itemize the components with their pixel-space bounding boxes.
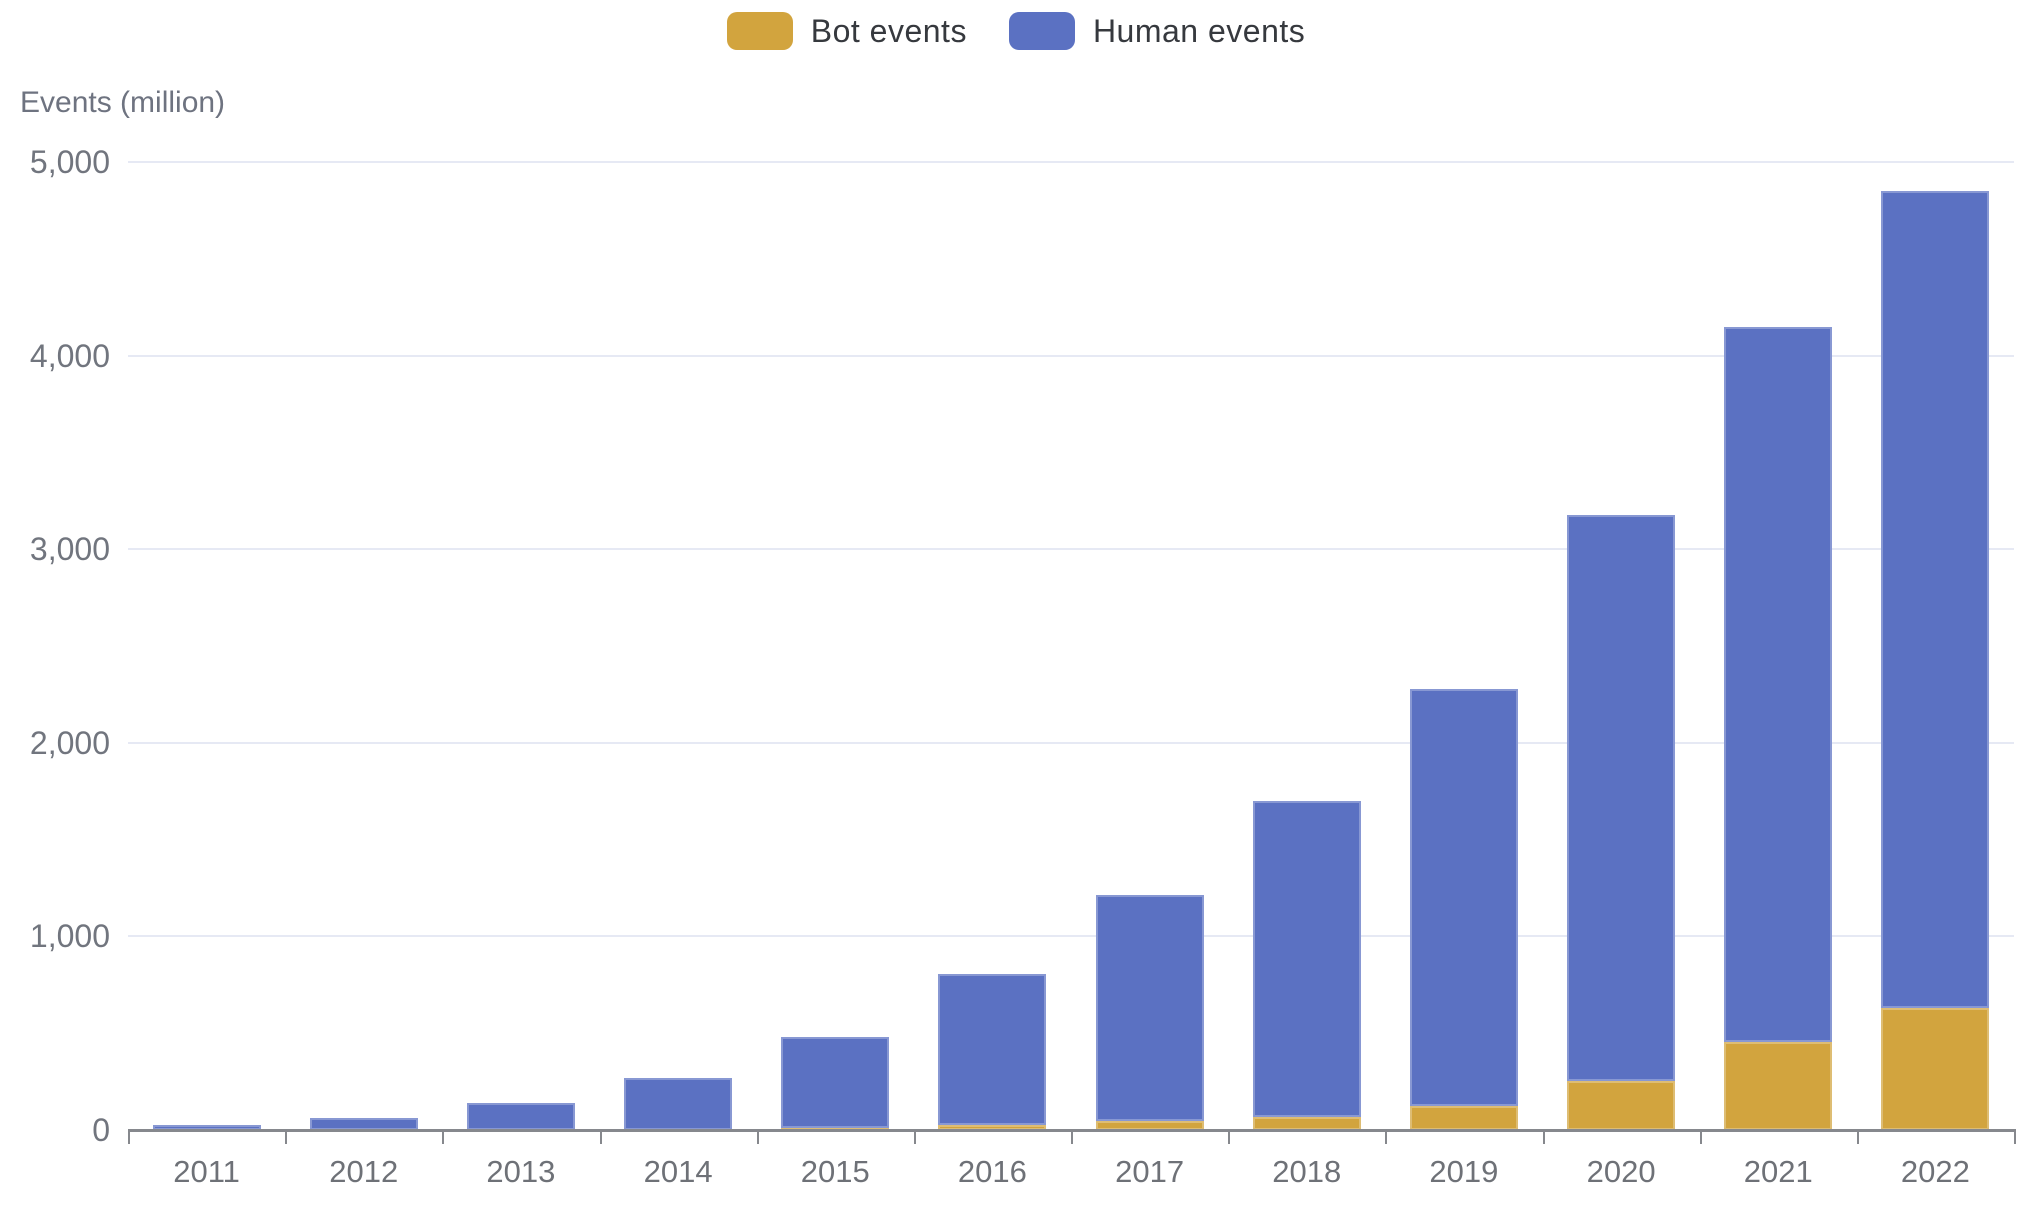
y-tick-label-5000: 5,000 xyxy=(29,144,110,180)
bar-2012-human-events[interactable] xyxy=(309,1118,418,1130)
gridline-3000 xyxy=(128,548,2014,551)
bar-2011-human-events[interactable] xyxy=(152,1125,261,1130)
gridline-2000 xyxy=(128,741,2014,744)
y-tick-label-3000: 3,000 xyxy=(29,531,110,568)
gridline-4000 xyxy=(128,354,2014,357)
x-tick-label-2019: 2019 xyxy=(1429,1154,1499,1189)
bar-2015-human-events[interactable] xyxy=(781,1037,890,1129)
y-tick-label-0: 0 xyxy=(92,1112,110,1148)
y-axis-title: Events (million) xyxy=(20,86,226,119)
x-tick-label-2017: 2017 xyxy=(1115,1154,1185,1189)
bar-2017-human-events[interactable] xyxy=(1095,894,1204,1122)
legend-item-human-events[interactable]: Human events xyxy=(1008,12,1306,50)
x-tick-label-2016: 2016 xyxy=(957,1154,1027,1189)
bar-2020-human-events[interactable] xyxy=(1567,515,1676,1081)
bar-2021-bot-events[interactable] xyxy=(1724,1041,1833,1130)
x-axis-tick xyxy=(1699,1129,1702,1144)
bar-2014-human-events[interactable] xyxy=(624,1077,733,1130)
x-axis-tick xyxy=(285,1129,288,1144)
bar-2019-human-events[interactable] xyxy=(1409,688,1518,1106)
x-axis-tick xyxy=(2014,1129,2016,1144)
legend-label-bot-events: Bot events xyxy=(810,12,967,49)
gridline-1000 xyxy=(128,935,2014,938)
x-axis-tick xyxy=(913,1129,916,1144)
bar-2016-human-events[interactable] xyxy=(938,974,1047,1126)
x-axis-tick xyxy=(1228,1129,1231,1144)
bar-2017-bot-events[interactable] xyxy=(1095,1121,1204,1130)
y-tick-label-1000: 1,000 xyxy=(29,918,110,955)
bar-2016-bot-events[interactable] xyxy=(938,1125,1047,1130)
x-axis-tick xyxy=(1542,1129,1545,1144)
y-tick-label-2000: 2,000 xyxy=(29,724,110,761)
bar-2022-human-events[interactable] xyxy=(1881,191,1990,1009)
x-axis-tick xyxy=(1071,1129,1073,1144)
bar-2018-bot-events[interactable] xyxy=(1252,1117,1361,1130)
x-tick-label-2020: 2020 xyxy=(1586,1154,1656,1189)
bar-2021-human-events[interactable] xyxy=(1724,326,1833,1042)
x-tick-label-2015: 2015 xyxy=(800,1154,870,1189)
x-tick-label-2014: 2014 xyxy=(643,1154,713,1189)
x-axis-tick xyxy=(756,1129,759,1144)
x-tick-label-2011: 2011 xyxy=(173,1154,240,1189)
legend-label-human-events: Human events xyxy=(1092,12,1306,49)
bar-2018-human-events[interactable] xyxy=(1252,800,1361,1118)
plot-area xyxy=(128,161,2014,1130)
bot-events-swatch-icon xyxy=(726,12,793,50)
y-tick-label-4000: 4,000 xyxy=(29,337,110,374)
human-events-swatch-icon xyxy=(1008,12,1075,50)
x-tick-label-2022: 2022 xyxy=(1900,1154,1970,1189)
x-tick-label-2013: 2013 xyxy=(486,1154,556,1189)
bar-2019-bot-events[interactable] xyxy=(1409,1105,1518,1130)
x-axis-tick xyxy=(1385,1129,1388,1144)
bar-2013-human-events[interactable] xyxy=(466,1102,575,1130)
x-tick-label-2012: 2012 xyxy=(329,1154,399,1189)
x-tick-label-2018: 2018 xyxy=(1272,1154,1342,1189)
bar-2020-bot-events[interactable] xyxy=(1567,1080,1676,1130)
x-axis-tick xyxy=(599,1129,602,1144)
bar-2022-bot-events[interactable] xyxy=(1881,1008,1990,1130)
x-axis-tick xyxy=(1856,1129,1859,1144)
chart-legend: Bot events Human events xyxy=(0,12,2032,50)
x-axis-tick xyxy=(442,1129,445,1144)
x-tick-label-2021: 2021 xyxy=(1743,1154,1813,1189)
gridline-5000 xyxy=(128,161,2014,163)
legend-item-bot-events[interactable]: Bot events xyxy=(726,12,967,50)
x-axis-tick xyxy=(128,1129,130,1144)
